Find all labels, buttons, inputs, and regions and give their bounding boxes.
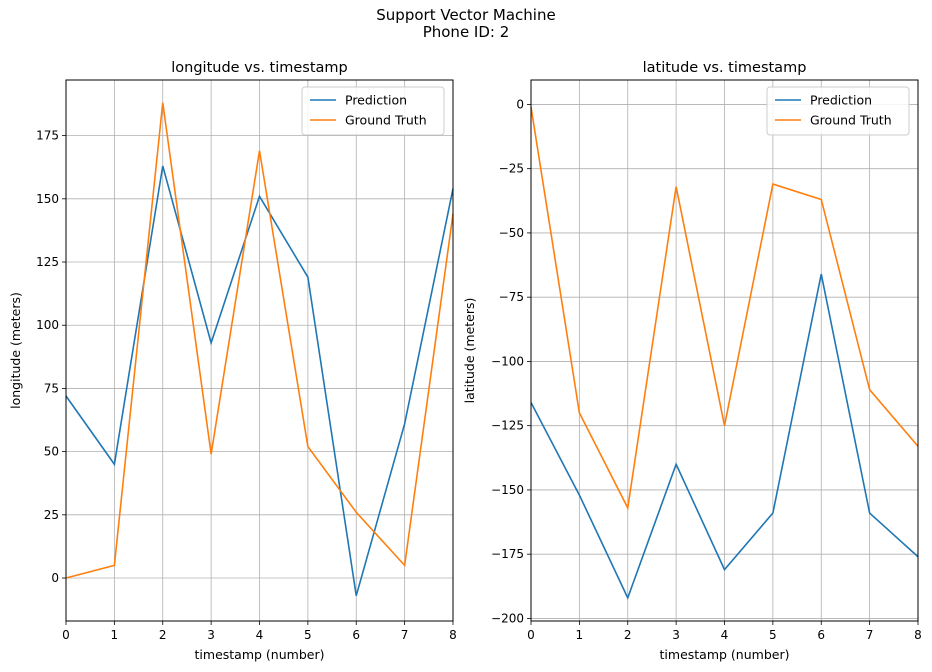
latitude-ytick-label: −50 — [499, 226, 524, 240]
latitude-x-axis-label: timestamp (number) — [660, 647, 790, 662]
latitude-ytick-label: −125 — [491, 419, 524, 433]
longitude-xtick-label: 7 — [401, 628, 409, 642]
latitude-chart-title: latitude vs. timestamp — [643, 60, 807, 76]
latitude-series-prediction — [530, 273, 919, 600]
longitude-ytick-label: 175 — [36, 129, 59, 143]
longitude-chart: 0 1 2 3 4 5 6 7 8 0 25 50 75 100 125 150 175 longitude vs… — [8, 60, 457, 662]
longitude-xtick-label: 4 — [256, 628, 264, 642]
latitude-legend-label: Prediction — [810, 93, 872, 108]
latitude-xtick-label: 0 — [527, 628, 535, 642]
suptitle-line-2: Phone ID: 2 — [422, 23, 510, 41]
latitude-xtick-label: 5 — [769, 628, 777, 642]
longitude-xtick-label: 2 — [159, 628, 167, 642]
longitude-ytick-label: 150 — [36, 192, 59, 206]
longitude-legend-label: Prediction — [345, 93, 407, 108]
latitude-ytick-label: −75 — [499, 290, 524, 304]
latitude-xtick-label: 3 — [672, 628, 680, 642]
longitude-legend: Prediction Ground Truth — [301, 86, 445, 136]
latitude-xtick-label: 4 — [721, 628, 729, 642]
longitude-xtick-label: 8 — [449, 628, 457, 642]
latitude-series-ground-truth — [530, 106, 919, 511]
longitude-ytick-label: 100 — [36, 318, 59, 332]
latitude-chart: 0 1 2 3 4 5 6 7 8 0 −25 −50 −75 −100 −125 −150 −175 −200 l… — [462, 60, 922, 662]
longitude-xtick-label: 6 — [352, 628, 360, 642]
longitude-xtick-label: 1 — [111, 628, 119, 642]
longitude-series-prediction — [65, 165, 454, 596]
longitude-legend-box — [301, 86, 445, 136]
longitude-ytick-label: 0 — [51, 571, 59, 585]
latitude-xtick-label: 8 — [914, 628, 922, 642]
longitude-ytick-label: 25 — [44, 508, 59, 522]
latitude-ytick-label: −100 — [491, 354, 524, 368]
latitude-xtick-label: 6 — [817, 628, 825, 642]
longitude-y-axis-label: longitude (meters) — [8, 292, 23, 409]
longitude-xtick-label: 3 — [207, 628, 215, 642]
longitude-ytick-label: 125 — [36, 255, 59, 269]
latitude-ytick-label: −200 — [491, 611, 524, 625]
latitude-legend: Prediction Ground Truth — [766, 86, 910, 136]
longitude-x-axis-label: timestamp (number) — [195, 647, 325, 662]
figure-suptitle: Support Vector Machine Phone ID: 2 — [0, 7, 932, 41]
suptitle-line-1: Support Vector Machine — [376, 6, 556, 24]
longitude-chart-title: longitude vs. timestamp — [171, 60, 348, 76]
longitude-xtick-label: 5 — [304, 628, 312, 642]
longitude-ytick-label: 50 — [44, 445, 59, 459]
latitude-y-axis-label: latitude (meters) — [462, 298, 477, 404]
longitude-ytick-label: 75 — [44, 381, 59, 395]
longitude-series-ground-truth — [65, 102, 454, 579]
latitude-legend-label: Ground Truth — [810, 113, 892, 128]
latitude-ytick-label: −25 — [499, 162, 524, 176]
latitude-legend-box — [766, 86, 910, 136]
latitude-ytick-label: −175 — [491, 547, 524, 561]
latitude-ytick-label: 0 — [516, 97, 524, 111]
longitude-legend-label: Ground Truth — [345, 113, 427, 128]
latitude-xtick-label: 2 — [624, 628, 632, 642]
latitude-xtick-label: 1 — [576, 628, 584, 642]
latitude-xtick-label: 7 — [866, 628, 874, 642]
latitude-ytick-label: −150 — [491, 483, 524, 497]
longitude-xtick-label: 0 — [62, 628, 70, 642]
